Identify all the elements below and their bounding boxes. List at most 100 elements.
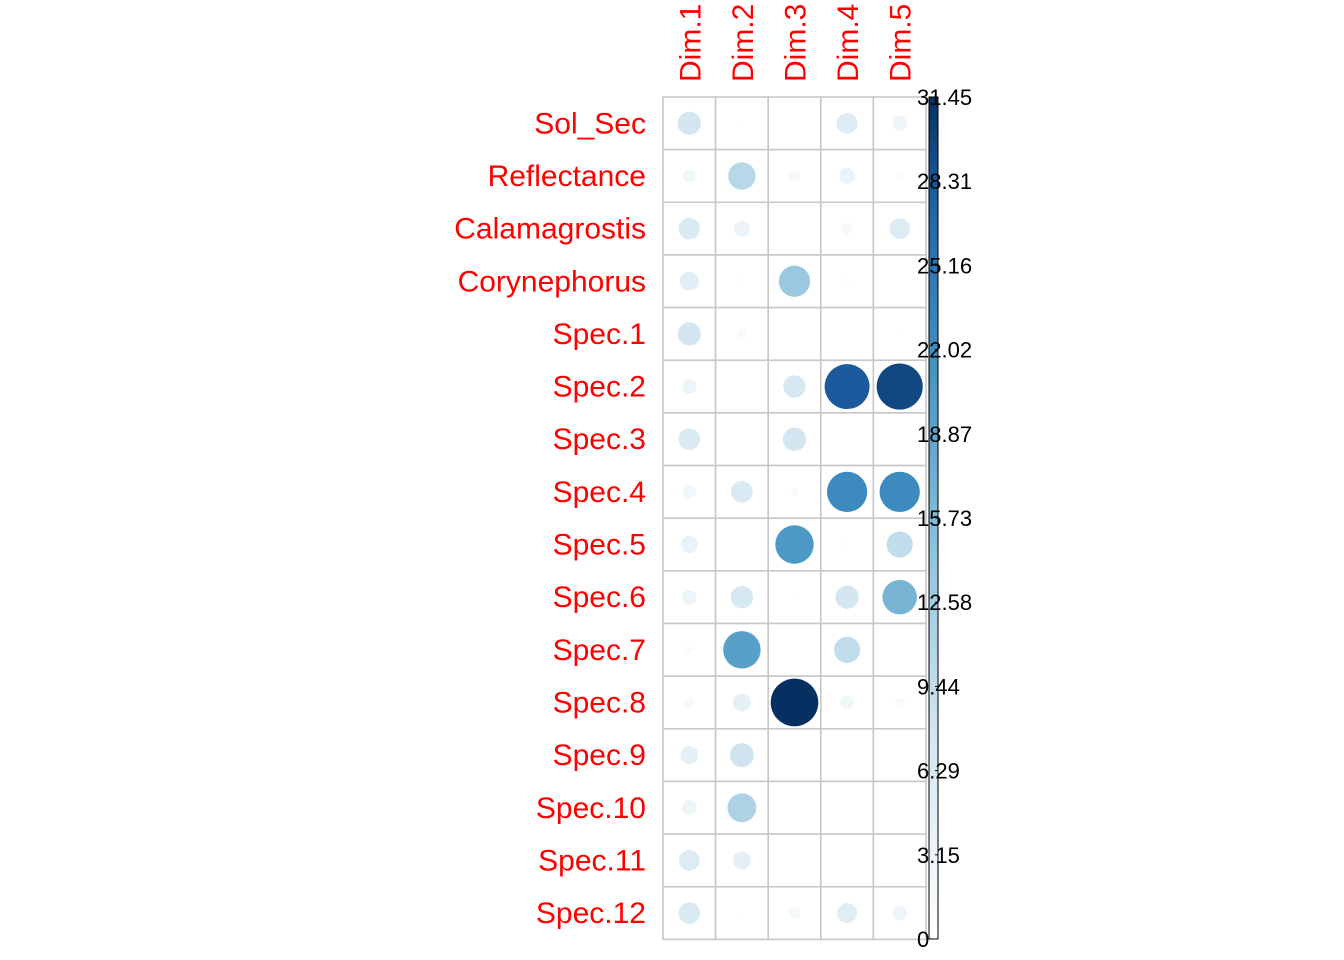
circle-mark-spec-4-dim-3	[790, 487, 799, 497]
row-label: Spec.1	[553, 318, 646, 351]
circle-mark-calamagrostis-dim-1	[678, 217, 701, 240]
grid-cell	[714, 517, 769, 572]
circle-mark-spec-4-dim-4	[826, 471, 868, 513]
circle-mark-spec-8-dim-5	[894, 697, 905, 708]
circle-mark-spec-11-dim-1	[678, 850, 700, 871]
circle-mark-spec-12-dim-2	[739, 910, 745, 916]
circle-mark-spec-8-dim-3	[770, 678, 819, 727]
circle-mark-sol-sec-dim-2	[739, 121, 745, 126]
grid-cell	[819, 833, 875, 888]
colorbar-tick-label: 18.87	[917, 422, 972, 447]
circle-mark-spec-9-dim-2	[729, 743, 754, 768]
circle-mark-spec-12-dim-1	[678, 902, 701, 924]
row-label: Spec.5	[553, 529, 646, 562]
row-label: Spec.2	[553, 371, 646, 404]
circle-mark-spec-2-dim-3	[783, 375, 806, 398]
circle-mark-spec-2-dim-4	[824, 364, 870, 410]
grid	[662, 96, 927, 941]
circle-mark-reflectance-dim-1	[682, 169, 697, 183]
circle-mark-corynephorus-dim-1	[679, 271, 699, 291]
circle-mark-spec-3-dim-3	[782, 427, 807, 451]
colorbar-tick-label: 28.31	[917, 169, 972, 194]
row-label: Spec.7	[553, 634, 646, 667]
circle-mark-spec-4-dim-5	[879, 471, 920, 513]
circle-mark-spec-7-dim-5	[898, 648, 902, 652]
colorbar-tick-label: 12.58	[917, 590, 972, 615]
circle-marks	[677, 111, 923, 924]
grid-cell	[819, 148, 875, 204]
circle-mark-spec-5-dim-4	[844, 541, 851, 548]
row-label: Spec.4	[553, 476, 646, 509]
colorbar-tick-label: 0	[917, 927, 929, 952]
colorbar-tick-label: 9.44	[917, 674, 960, 699]
circle-mark-spec-12-dim-4	[837, 903, 858, 924]
circle-mark-spec-2-dim-1	[681, 379, 697, 394]
circle-mark-calamagrostis-dim-2	[733, 220, 750, 237]
row-labels: Sol_Sec Reflectance Calamagrostis Corynepho…	[454, 107, 646, 930]
column-label: Dim.2	[727, 4, 760, 82]
circle-mark-spec-11-dim-2	[732, 851, 751, 870]
colorbar-tick-label: 31.45	[917, 85, 972, 110]
circle-mark-spec-1-dim-2	[736, 328, 748, 340]
row-label: Spec.6	[553, 581, 646, 614]
circle-mark-sol-sec-dim-4	[836, 112, 858, 134]
grid-cell	[872, 254, 927, 309]
colorbar-tick-label: 3.15	[917, 843, 960, 868]
circle-mark-spec-8-dim-2	[732, 693, 751, 712]
circle-mark-calamagrostis-dim-4	[841, 222, 853, 235]
circle-mark-corynephorus-dim-2	[738, 278, 745, 285]
colorbar: 31.45 28.31 25.16 22.02 18.87 15.73 12.58 9.44 6…	[917, 85, 972, 952]
row-label: Spec.10	[536, 792, 646, 825]
circle-mark-spec-8-dim-4	[840, 695, 854, 710]
circle-mark-spec-3-dim-5	[898, 438, 901, 441]
circle-mark-reflectance-dim-2	[728, 162, 756, 190]
colorbar-tick-label: 22.02	[917, 338, 972, 363]
circle-mark-calamagrostis-dim-5	[889, 218, 911, 240]
column-label: Dim.4	[832, 4, 865, 82]
row-label: Calamagrostis	[454, 213, 646, 246]
circle-mark-spec-4-dim-1	[682, 485, 697, 499]
circle-mark-spec-5-dim-1	[680, 536, 698, 554]
grid-cell	[714, 412, 769, 467]
circle-mark-spec-7-dim-2	[723, 631, 761, 669]
circle-mark-spec-7-dim-4	[834, 636, 861, 663]
column-label: Dim.1	[674, 4, 707, 82]
row-label: Spec.12	[536, 897, 646, 930]
circle-mark-spec-9-dim-3	[793, 753, 796, 757]
colorbar-tick-label: 15.73	[917, 506, 972, 531]
circle-mark-spec-9-dim-1	[680, 746, 699, 765]
circle-mark-reflectance-dim-3	[788, 170, 801, 182]
circle-mark-spec-8-dim-1	[684, 697, 695, 708]
circle-mark-spec-3-dim-1	[678, 428, 701, 451]
column-label: Dim.5	[885, 4, 918, 82]
grid-cell	[767, 306, 822, 362]
grid-cell	[767, 622, 822, 677]
circle-mark-spec-12-dim-3	[788, 907, 801, 920]
circle-mark-corynephorus-dim-4	[843, 277, 851, 285]
circle-mark-calamagrostis-dim-3	[793, 227, 796, 230]
row-label: Spec.8	[553, 686, 646, 719]
circle-mark-spec-2-dim-2	[740, 385, 744, 388]
row-label: Spec.9	[553, 739, 646, 772]
circle-mark-spec-10-dim-1	[681, 800, 697, 816]
circle-mark-corynephorus-dim-3	[778, 265, 811, 297]
circle-mark-spec-2-dim-5	[876, 363, 923, 410]
circle-mark-spec-6-dim-1	[681, 589, 697, 605]
column-labels: Dim.1 Dim.2 Dim.3 Dim.4 Dim.5	[674, 4, 917, 82]
circle-mark-spec-6-dim-5	[882, 579, 917, 615]
row-label: Sol_Sec	[534, 107, 646, 140]
row-label: Spec.3	[553, 423, 646, 456]
circle-mark-spec-7-dim-1	[685, 645, 694, 655]
circle-mark-spec-5-dim-5	[886, 531, 913, 558]
row-label: Spec.11	[538, 844, 646, 877]
grid-cell	[819, 412, 875, 467]
grid-cell	[767, 780, 822, 835]
circle-mark-spec-5-dim-3	[775, 525, 814, 564]
circle-mark-spec-12-dim-5	[892, 905, 908, 921]
circle-mark-spec-6-dim-4	[835, 585, 859, 609]
grid-cell	[819, 306, 875, 362]
circle-mark-reflectance-dim-4	[839, 168, 856, 184]
circle-mark-spec-4-dim-2	[731, 481, 753, 503]
colorbar-tick-label: 25.16	[917, 253, 972, 278]
